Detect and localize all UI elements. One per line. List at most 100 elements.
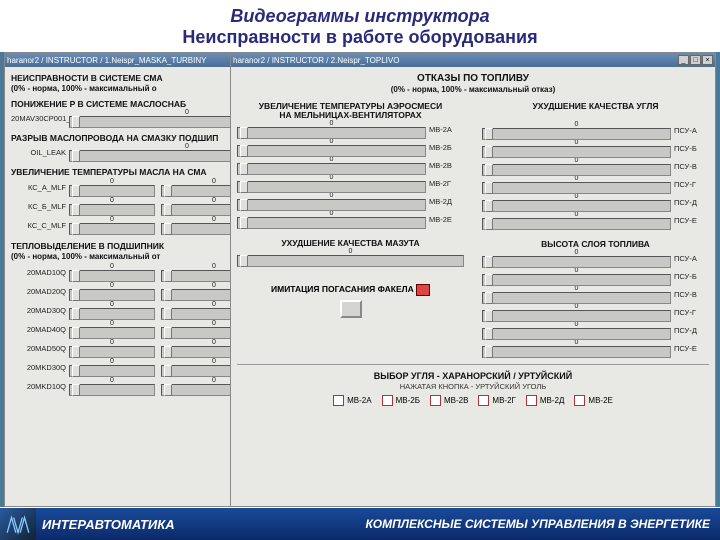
slider-thumb[interactable] [485, 164, 493, 176]
slider-thumb[interactable] [164, 308, 172, 320]
slider-row: 0 ПСУ-Г [482, 304, 709, 321]
slider[interactable] [482, 256, 671, 268]
coal-choice[interactable]: МВ-2Г [478, 395, 515, 406]
slider-thumb[interactable] [72, 327, 80, 339]
slider-row: 0 МВ-2Е [237, 211, 464, 228]
slider[interactable] [482, 182, 671, 194]
slider-thumb[interactable] [164, 223, 172, 235]
slider-thumb[interactable] [72, 223, 80, 235]
slider-thumb[interactable] [485, 346, 493, 358]
slider-thumb[interactable] [164, 185, 172, 197]
checkbox-icon[interactable] [430, 395, 441, 406]
slider-thumb[interactable] [164, 384, 172, 396]
slider-thumb[interactable] [485, 146, 493, 158]
slider-thumb[interactable] [72, 204, 80, 216]
slider[interactable] [482, 310, 671, 322]
slider-thumb[interactable] [240, 255, 248, 267]
slider-value: 0 [69, 301, 155, 308]
slider[interactable] [237, 145, 426, 157]
slider[interactable] [482, 146, 671, 158]
slider-thumb[interactable] [240, 217, 248, 229]
slider-thumb[interactable] [485, 182, 493, 194]
slider[interactable] [482, 292, 671, 304]
section-heading: ВЫСОТА СЛОЯ ТОПЛИВА [482, 239, 709, 249]
slider-thumb[interactable] [485, 200, 493, 212]
checkbox-icon[interactable] [478, 395, 489, 406]
slider[interactable] [69, 384, 155, 396]
slider[interactable] [69, 308, 155, 320]
slider[interactable] [237, 163, 426, 175]
checkbox-icon[interactable] [382, 395, 393, 406]
coal-choice[interactable]: МВ-2Е [574, 395, 612, 406]
maximize-icon[interactable]: □ [690, 55, 701, 65]
slider[interactable] [482, 164, 671, 176]
slider-label: МВ-2Е [426, 215, 464, 224]
checkbox-icon[interactable] [574, 395, 585, 406]
flame-toggle-button[interactable] [340, 300, 362, 318]
slider-value: 0 [69, 178, 155, 185]
slider-value: 0 [69, 358, 155, 365]
slider-thumb[interactable] [72, 346, 80, 358]
slider[interactable] [482, 274, 671, 286]
coal-choice[interactable]: МВ-2В [430, 395, 468, 406]
slider-thumb[interactable] [164, 204, 172, 216]
slider[interactable] [482, 346, 671, 358]
slider[interactable] [482, 328, 671, 340]
slider-thumb[interactable] [164, 346, 172, 358]
slider[interactable] [482, 218, 671, 230]
slider[interactable] [237, 217, 426, 229]
slider-thumb[interactable] [164, 365, 172, 377]
slider[interactable] [69, 185, 155, 197]
slider-thumb[interactable] [485, 292, 493, 304]
slider-thumb[interactable] [240, 145, 248, 157]
slider[interactable] [69, 365, 155, 377]
slider-thumb[interactable] [72, 185, 80, 197]
slider-value: 0 [69, 282, 155, 289]
slider[interactable] [69, 270, 155, 282]
checkbox-icon[interactable] [526, 395, 537, 406]
slider-thumb[interactable] [164, 270, 172, 282]
slider[interactable] [482, 200, 671, 212]
slider[interactable] [69, 204, 155, 216]
slider-thumb[interactable] [72, 289, 80, 301]
slider-thumb[interactable] [240, 127, 248, 139]
checkbox-icon[interactable] [333, 395, 344, 406]
slider[interactable] [69, 223, 155, 235]
slider-thumb[interactable] [72, 116, 80, 128]
slider[interactable] [237, 127, 426, 139]
slider-thumb[interactable] [485, 218, 493, 230]
slider-thumb[interactable] [72, 150, 80, 162]
slider-thumb[interactable] [72, 308, 80, 320]
coal-choice[interactable]: МВ-2Б [382, 395, 420, 406]
slider-thumb[interactable] [485, 256, 493, 268]
slider-thumb[interactable] [72, 384, 80, 396]
slider[interactable] [69, 289, 155, 301]
slider[interactable] [237, 181, 426, 193]
slider[interactable] [482, 128, 671, 140]
slider[interactable] [69, 327, 155, 339]
slider-thumb[interactable] [72, 365, 80, 377]
minimize-icon[interactable]: _ [678, 55, 689, 65]
close-icon[interactable]: × [702, 55, 713, 65]
slider-row: 0 ПСУ-А [482, 250, 709, 267]
slider-row: 0 МВ-2Д [237, 193, 464, 210]
slider-thumb[interactable] [164, 289, 172, 301]
slider-thumb[interactable] [240, 199, 248, 211]
section-subheading: (0% - норма, 100% - максимальный отказ) [237, 85, 709, 94]
slider-thumb[interactable] [240, 181, 248, 193]
slider[interactable] [69, 346, 155, 358]
slider-row: 0 ПСУ-Е [482, 340, 709, 357]
slider-label: 20MKD10Q [11, 382, 69, 391]
slider-thumb[interactable] [485, 310, 493, 322]
window-titlebar[interactable]: haranor2 / INSTRUCTOR / 2.Neispr_TOPLIVO… [231, 53, 715, 67]
slider-thumb[interactable] [485, 128, 493, 140]
slider-thumb[interactable] [72, 270, 80, 282]
slider-thumb[interactable] [485, 274, 493, 286]
slider-thumb[interactable] [164, 327, 172, 339]
slider[interactable] [237, 199, 426, 211]
coal-choice[interactable]: МВ-2Д [526, 395, 565, 406]
slider-thumb[interactable] [485, 328, 493, 340]
slider[interactable] [237, 255, 464, 267]
coal-choice[interactable]: МВ-2А [333, 395, 371, 406]
slider-thumb[interactable] [240, 163, 248, 175]
